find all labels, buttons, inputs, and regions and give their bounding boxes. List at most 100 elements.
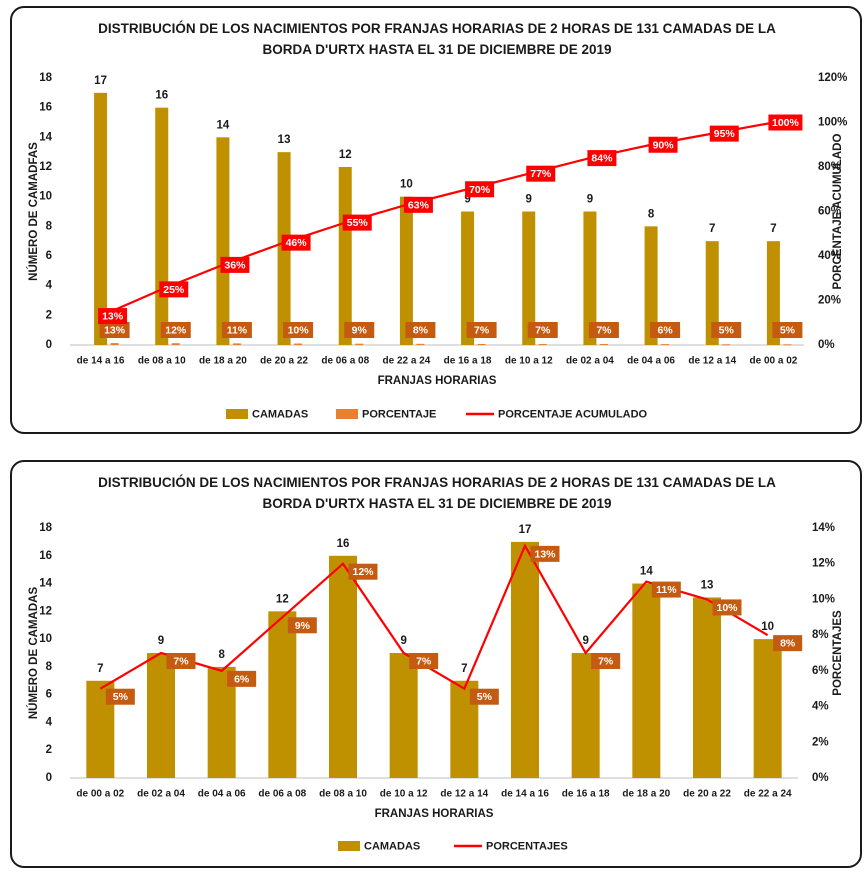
bar-camadas [511,541,539,778]
bar-camadas [94,92,108,345]
data-label-porcentaje-acumulado: 100% [772,117,800,129]
data-label-porcentajes-bg [773,635,803,652]
x-tick-label: de 08 a 10 [319,789,367,800]
y-tick-right: 80% [818,161,841,173]
chart-canvas-cumulative: 0 2 4 6 8 10 12 14 16 18 0% 20% 40% 60% 80% 100% 120% NÚM… [27,72,847,421]
data-label-porcentaje-acumulado-bg [220,256,250,273]
data-label-porcentajes-bg [591,653,621,669]
data-label-porcentajes: 7% [598,656,614,668]
bar-camadas [571,653,600,778]
data-label-porcentajes-bg [166,653,196,669]
data-label-camadas: 16 [337,538,350,550]
x-tick-label: de 14 a 16 [501,789,549,800]
data-label-porcentaje-acumulado: 77% [530,168,552,180]
legend-label: PORCENTAJES [486,841,568,853]
y-tick-right: 20% [818,295,841,307]
bar-camadas [753,639,782,778]
x-tick-label: de 04 a 06 [627,356,675,367]
y-tick-left: 6 [46,250,52,262]
x-axis-title: FRANJAS HORARIAS [378,375,497,387]
y-axis-title-right: PORCENTAJE ACUMULADO [832,134,844,290]
x-tick-label: de 22 a 24 [744,789,792,800]
y-tick-left: 10 [39,633,52,645]
x-tick-label: de 14 a 16 [77,356,125,367]
bar-camadas [268,611,297,778]
x-tick-label: de 12 a 14 [440,789,488,800]
data-label-porcentaje: 5% [719,325,735,337]
y-tick-left: 14 [39,131,52,143]
data-label-porcentaje-acumulado: 46% [286,237,308,249]
data-label-porcentajes-bg [530,545,560,562]
data-label-porcentajes: 9% [295,620,311,632]
x-tick-label: de 18 a 20 [199,356,247,367]
bar-camadas [632,583,661,778]
y-tick-left: 16 [39,102,52,114]
x-tick-label: de 02 a 04 [137,789,185,800]
data-label-porcentaje-bg [344,322,375,338]
y-tick-left: 4 [46,280,53,292]
bar-camadas [522,211,536,345]
data-label-porcentaje: 6% [657,325,673,337]
data-label-porcentaje-bg [283,322,314,338]
data-label-porcentajes: 6% [234,673,250,685]
data-label-porcentaje-acumulado: 63% [408,199,430,211]
y-tick-left: 18 [39,522,52,534]
data-label-porcentaje: 5% [780,325,796,337]
y-tick-right: 40% [818,250,841,262]
data-label-porcentaje-acumulado: 95% [714,128,736,140]
legend-swatch-camadas [226,409,248,419]
data-label-camadas: 14 [217,119,230,131]
data-label-porcentajes: 5% [113,691,129,703]
x-axis-title: FRANJAS HORARIAS [375,808,494,820]
data-label-camadas: 7 [709,223,715,235]
y-tick-left: 12 [39,605,52,617]
data-label-porcentaje-acumulado-bg [648,136,678,153]
data-label-camadas: 10 [761,621,774,633]
data-label-porcentaje: 7% [474,325,490,337]
legend-label: CAMADAS [364,841,420,853]
data-label-porcentaje-acumulado: 90% [653,139,675,151]
data-label-porcentajes: 8% [780,638,796,650]
data-label-porcentaje: 8% [413,325,429,337]
data-label-porcentaje-bg [466,322,497,338]
data-label-porcentaje-acumulado-bg [768,114,803,131]
data-label-camadas: 16 [155,90,168,102]
data-label-camadas: 13 [701,579,714,591]
data-label-porcentaje-acumulado: 70% [469,184,491,196]
data-label-camadas: 9 [526,194,532,206]
bar-porcentaje [538,343,547,345]
data-label-porcentaje-acumulado-bg [403,196,433,213]
y-tick-left: 14 [39,578,52,590]
bar-camadas [338,167,352,345]
bar-porcentaje [599,343,608,345]
data-label-porcentaje-bg [650,322,681,338]
x-tick-label: de 20 a 22 [260,356,308,367]
data-label-porcentaje-bg [405,322,436,338]
y-tick-left: 10 [39,191,52,203]
data-label-porcentaje-bg [588,322,619,338]
bar-porcentaje [110,343,119,345]
data-label-porcentajes-bg [287,617,317,634]
data-label-porcentaje: 10% [288,325,310,337]
chart-title: DISTRIBUCIÓN DE LOS NACIMIENTOS POR FRAN… [98,21,776,57]
data-label-porcentajes: 7% [173,656,189,668]
x-tick-label: de 16 a 18 [562,789,610,800]
bar-camadas [693,597,721,778]
data-label-porcentajes: 12% [352,566,374,578]
data-label-porcentaje-bg [711,322,742,338]
data-label-porcentajes-bg [469,688,499,705]
data-label-porcentajes: 7% [416,656,432,668]
data-label-porcentaje-bg [221,322,252,338]
data-label-porcentaje-acumulado: 55% [347,217,369,229]
x-tick-label: de 06 a 08 [258,789,306,800]
data-label-camadas: 9 [464,194,470,206]
chart-title: DISTRIBUCIÓN DE LOS NACIMIENTOS POR FRAN… [98,475,776,511]
data-label-porcentaje-bg [527,322,558,338]
data-label-porcentajes: 5% [477,691,493,703]
y-axis-title-right: PORCENTAJES [832,610,844,696]
x-tick-label: de 08 a 10 [138,356,186,367]
data-label-porcentaje-acumulado-bg [709,125,739,142]
chart-panel-cumulative: DISTRIBUCIÓN DE LOS NACIMIENTOS POR FRAN… [10,6,862,434]
y-tick-left: 0 [46,339,52,351]
y-tick-right: 10% [812,593,835,605]
